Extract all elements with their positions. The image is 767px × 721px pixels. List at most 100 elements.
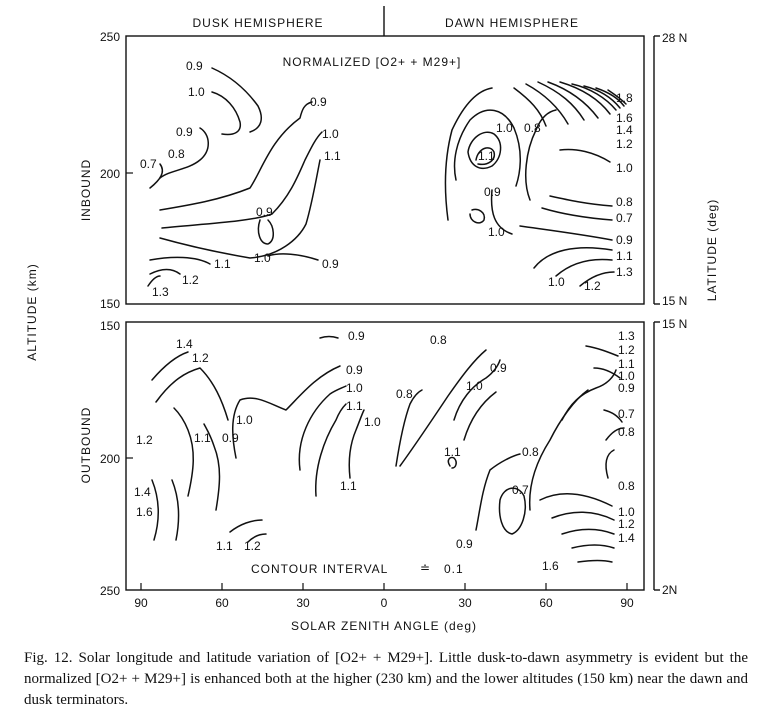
contour-label: 0.7 — [512, 483, 529, 497]
contour-line — [463, 391, 497, 441]
contour-line — [315, 403, 347, 497]
contour-line — [171, 479, 180, 541]
altitude-ticks — [126, 172, 133, 459]
contour-label: 1.0 — [488, 225, 505, 239]
latitude-tick-label: 28 N — [662, 31, 687, 45]
contour-label: 0.9 — [618, 381, 635, 395]
altitude-tick-label: 200 — [100, 452, 120, 466]
contour-line — [257, 219, 274, 245]
contour-line — [571, 544, 615, 549]
contour-label: 1.0 — [618, 505, 635, 519]
dusk-hemisphere-label: DUSK HEMISPHERE — [192, 16, 323, 30]
contour-line — [469, 208, 486, 224]
contour-label: 1.3 — [618, 329, 635, 343]
outbound-label: OUTBOUND — [79, 407, 93, 484]
contour-label: 1.1 — [340, 479, 357, 493]
contour-label: 1.2 — [136, 433, 153, 447]
contour-label: 1.3 — [616, 265, 633, 279]
contour-line — [490, 189, 513, 235]
x-tick-label: 0 — [381, 596, 388, 610]
latitude-tick-label: 2N — [662, 583, 677, 597]
contour-line — [539, 493, 613, 507]
contour-label: 0.9 — [222, 431, 239, 445]
contour-figure: DUSK HEMISPHERE DAWN HEMISPHERE 90 60 30… — [25, 6, 719, 633]
contour-label: 1.3 — [152, 285, 169, 299]
contour-line — [525, 109, 557, 201]
contour-line — [513, 87, 547, 127]
contour-label: 1.1 — [194, 431, 211, 445]
contour-line — [585, 345, 619, 357]
contour-line — [159, 159, 321, 259]
contour-line — [267, 253, 319, 261]
latitude-tick-label: 15 N — [662, 294, 687, 308]
contour-line — [173, 407, 195, 497]
contour-line — [147, 275, 161, 287]
contour-line — [547, 81, 599, 119]
altitude-tick-label: 200 — [100, 167, 120, 181]
contour-line — [583, 85, 621, 109]
contour-line — [159, 101, 313, 211]
y-axis-title: ALTITUDE (km) — [25, 263, 39, 360]
contour-line — [447, 456, 457, 469]
contour-label: 0.8 — [618, 479, 635, 493]
contour-line — [555, 258, 613, 277]
contour-line — [525, 83, 569, 125]
contour-line — [579, 271, 615, 287]
contour-label: 1.1 — [478, 149, 495, 163]
contour-label: 1.1 — [618, 357, 635, 371]
contour-label: 0.8 — [522, 445, 539, 459]
contour-line — [149, 256, 211, 265]
contour-line — [444, 87, 493, 221]
contour-interval-value: 0.1 — [444, 562, 464, 576]
contour-line — [561, 369, 617, 421]
contour-label: 0.7 — [616, 211, 633, 225]
contour-line — [155, 367, 229, 421]
contour-label: 1.0 — [616, 161, 633, 175]
contour-line — [232, 365, 341, 459]
contour-line — [161, 131, 323, 229]
contour-label: 1.4 — [176, 337, 193, 351]
contour-line — [519, 225, 613, 241]
contour-line — [298, 385, 347, 471]
contour-label: 1.1 — [616, 249, 633, 263]
x-tick-label: 60 — [539, 596, 553, 610]
contour-line — [211, 67, 263, 133]
contour-line — [203, 423, 221, 511]
contour-label: 0.8 — [616, 195, 633, 209]
contour-line — [475, 147, 496, 166]
contour-label: 0.9 — [186, 59, 203, 73]
figure-caption: Fig. 12. Solar longitude and latitude va… — [24, 648, 748, 711]
contour-line — [149, 268, 181, 275]
contour-label: 0.9 — [176, 125, 193, 139]
contour-label: 1.6 — [136, 505, 153, 519]
contour-line — [577, 559, 613, 563]
contour-label: 0.9 — [616, 233, 633, 247]
dawn-hemisphere-label: DAWN HEMISPHERE — [445, 16, 579, 30]
contour-label: 0.9 — [484, 185, 501, 199]
contour-label: 0.8 — [396, 387, 413, 401]
x-tick-label: 60 — [215, 596, 229, 610]
contour-label: 1.2 — [616, 137, 633, 151]
contour-label: 1.1 — [324, 149, 341, 163]
contour-line — [595, 87, 625, 107]
contour-interval-symbol: ≐ — [420, 561, 430, 575]
contour-label: 1.4 — [134, 485, 151, 499]
x-tick-label: 90 — [134, 596, 148, 610]
contour-label: 0.7 — [618, 407, 635, 421]
contour-label: 1.2 — [584, 279, 601, 293]
contour-label: 1.1 — [444, 445, 461, 459]
contour-line — [159, 127, 209, 179]
contour-line — [549, 195, 613, 207]
x-axis-ticks — [140, 583, 628, 590]
contour-label: 1.0 — [188, 85, 205, 99]
outbound-contour-labels: 1.4 1.2 0.9 0.9 1.0 1.1 1.0 1.0 1.1 0.9 … — [134, 329, 635, 573]
contour-line — [151, 479, 159, 541]
contour-line — [551, 511, 615, 521]
x-tick-label: 30 — [458, 596, 472, 610]
contour-line — [475, 453, 521, 531]
contour-line — [559, 148, 611, 163]
caption-text: Solar longitude and latitude variation o… — [24, 650, 749, 708]
contour-line — [151, 351, 189, 381]
altitude-tick-label: 150 — [100, 297, 120, 311]
contour-line — [561, 528, 615, 535]
